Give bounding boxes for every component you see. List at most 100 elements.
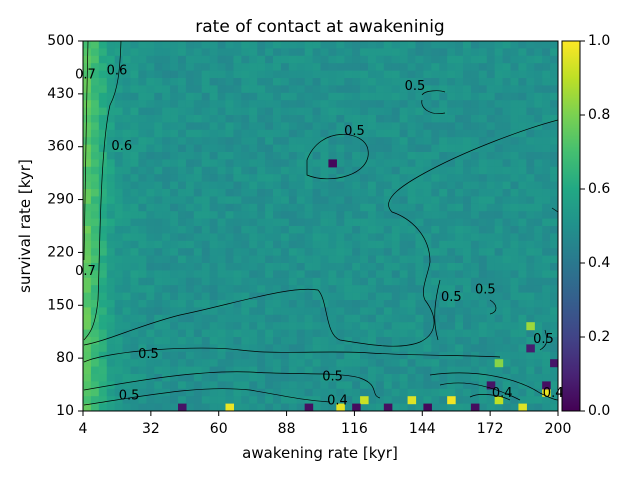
heatmap-cell — [328, 388, 337, 397]
heatmap-cell — [106, 196, 116, 205]
heatmap-cell — [383, 255, 393, 264]
heatmap-cell — [344, 196, 353, 205]
heatmap-cell — [407, 240, 417, 249]
heatmap-cell — [280, 337, 290, 345]
heatmap-cell — [249, 48, 258, 57]
heatmap-cell — [407, 300, 417, 308]
heatmap-cell — [233, 48, 242, 57]
heatmap-cell — [399, 233, 409, 242]
heatmap-cell — [225, 240, 235, 249]
heatmap-cell — [265, 351, 274, 360]
heatmap-cell — [391, 107, 401, 116]
heatmap-cell — [455, 78, 464, 86]
heatmap-cell — [550, 92, 558, 101]
heatmap-cell — [106, 55, 116, 64]
heatmap-cell — [494, 78, 504, 86]
heatmap-cell — [542, 174, 551, 183]
heatmap-cell — [336, 92, 345, 101]
heatmap-cell — [130, 174, 140, 183]
heatmap-cell — [526, 344, 535, 353]
heatmap-cell — [83, 122, 92, 131]
heatmap-cell — [368, 233, 377, 242]
heatmap-cell — [518, 374, 527, 382]
heatmap-cell — [225, 181, 235, 190]
heatmap-cell — [257, 351, 266, 360]
heatmap-cell — [463, 329, 472, 338]
heatmap-cell — [399, 226, 409, 234]
heatmap-cell — [518, 329, 527, 338]
heatmap-cell — [518, 196, 527, 205]
heatmap-cell — [478, 300, 488, 308]
heatmap-cell — [280, 322, 290, 331]
heatmap-cell — [241, 226, 250, 234]
heatmap-cell — [296, 263, 306, 271]
heatmap-cell — [209, 374, 219, 382]
heatmap-cell — [162, 307, 171, 316]
heatmap-cell — [320, 337, 330, 345]
heatmap-cell — [106, 226, 116, 234]
heatmap-cell — [90, 211, 100, 220]
heatmap-cell — [407, 233, 417, 242]
heatmap-cell — [486, 196, 496, 205]
heatmap-cell — [209, 211, 219, 220]
heatmap-cell — [154, 92, 163, 101]
heatmap-cell — [138, 277, 147, 286]
heatmap-cell — [257, 55, 266, 64]
heatmap-cell — [368, 403, 377, 411]
heatmap-cell — [431, 307, 440, 316]
heatmap-cell — [90, 48, 100, 57]
heatmap-cell — [336, 100, 345, 109]
heatmap-cell — [185, 285, 195, 294]
heatmap-cell — [162, 270, 171, 279]
heatmap-cell — [185, 211, 195, 220]
heatmap-cell — [130, 366, 140, 375]
heatmap-cell — [447, 196, 456, 205]
heatmap-cell — [209, 137, 219, 146]
heatmap-cell — [320, 166, 330, 175]
heatmap-cell — [257, 166, 266, 175]
heatmap-cell — [138, 189, 147, 197]
heatmap-cell — [360, 189, 369, 197]
heatmap-cell — [217, 292, 227, 301]
heatmap-cell — [352, 351, 361, 360]
heatmap-cell — [138, 314, 147, 323]
heatmap-cell — [106, 263, 116, 271]
heatmap-cell — [447, 203, 456, 212]
heatmap-cell — [407, 381, 417, 390]
heatmap-cell — [146, 159, 155, 168]
heatmap-cell — [383, 41, 393, 49]
heatmap-cell — [486, 137, 496, 146]
heatmap-cell — [162, 189, 171, 197]
heatmap-cell — [360, 233, 369, 242]
heatmap-cell — [478, 203, 488, 212]
heatmap-cell — [510, 122, 520, 131]
heatmap-cell — [368, 240, 377, 249]
heatmap-cell — [185, 292, 195, 301]
heatmap-cell — [249, 144, 258, 153]
heatmap-cell — [518, 203, 527, 212]
heatmap-cell — [154, 277, 163, 286]
heatmap-cell — [257, 344, 266, 353]
heatmap-cell — [249, 122, 258, 131]
heatmap-cell — [265, 211, 274, 220]
heatmap-cell — [83, 144, 92, 153]
heatmap-cell — [83, 181, 92, 190]
heatmap-cell — [154, 211, 163, 220]
heatmap-cell — [423, 359, 432, 368]
heatmap-cell — [447, 107, 456, 116]
heatmap-cell — [83, 322, 92, 331]
heatmap-cell — [304, 85, 314, 94]
heatmap-cell — [431, 270, 440, 279]
heatmap-cell — [518, 55, 527, 64]
heatmap-cell — [486, 292, 496, 301]
heatmap-cell — [83, 300, 92, 308]
heatmap-cell — [407, 174, 417, 183]
heatmap-cell — [193, 211, 203, 220]
heatmap-cell — [439, 307, 448, 316]
heatmap-cell — [494, 85, 504, 94]
heatmap-cell — [360, 396, 369, 405]
heatmap-cell — [494, 381, 504, 390]
heatmap-cell — [383, 359, 393, 368]
heatmap-cell — [98, 322, 108, 331]
heatmap-cell — [478, 152, 488, 160]
